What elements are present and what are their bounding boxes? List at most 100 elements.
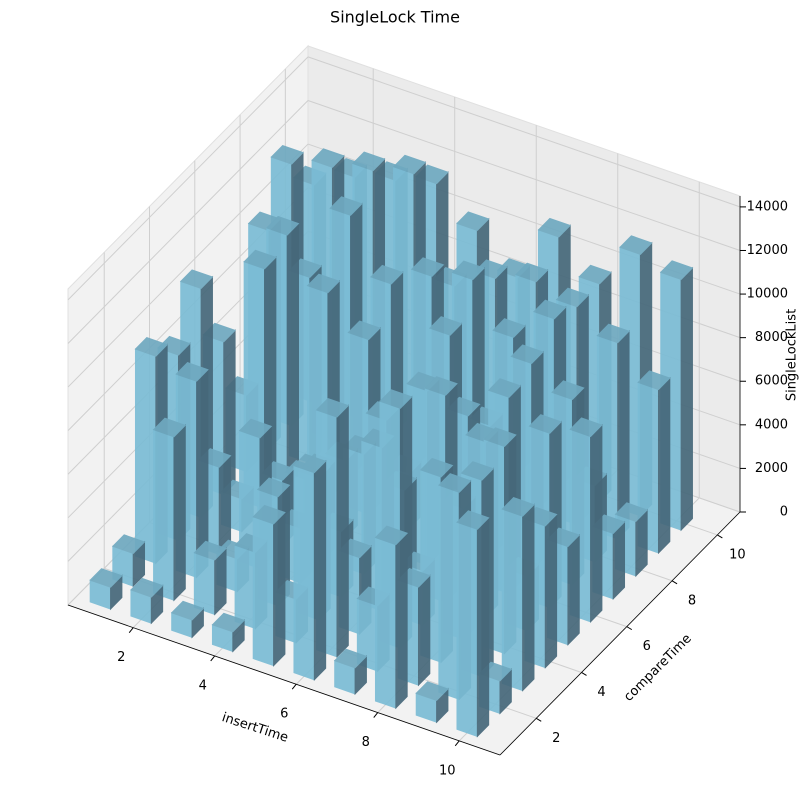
- bar-top: [315, 397, 350, 418]
- bar: [170, 600, 205, 639]
- bar: [211, 612, 246, 653]
- axis-line: [499, 511, 741, 756]
- bar-front: [293, 464, 315, 681]
- bar-side: [680, 266, 693, 532]
- bar-top: [501, 497, 535, 517]
- bar-side: [417, 574, 431, 687]
- bar-top: [175, 362, 209, 382]
- bar-top: [487, 378, 522, 398]
- bar: [152, 417, 187, 602]
- bar-side: [567, 533, 580, 646]
- bar: [111, 534, 146, 588]
- bar-top: [392, 154, 427, 175]
- bar-top: [270, 144, 304, 165]
- x-tick-label: 2: [117, 650, 125, 665]
- bar-front: [193, 552, 216, 616]
- bar: [415, 681, 449, 724]
- bar-top: [419, 457, 454, 478]
- bar-side: [612, 520, 626, 601]
- bar-front: [374, 536, 397, 709]
- z-tick-label: 6000: [755, 374, 788, 389]
- bar-side: [273, 511, 286, 667]
- bar-top: [551, 380, 585, 400]
- bar-top: [456, 510, 490, 530]
- z-tick-label: 8000: [755, 330, 788, 345]
- grid-line: [67, 100, 309, 344]
- z-tick-label: 14000: [747, 199, 788, 214]
- grid-line: [67, 56, 309, 301]
- bar-top: [374, 525, 409, 546]
- z-axis-label: SingleLockList: [785, 309, 800, 401]
- z-tick-label: 12000: [747, 243, 788, 258]
- x-tick: [373, 712, 379, 718]
- y-tick: [626, 626, 633, 631]
- bar-top: [238, 418, 273, 439]
- bar-top: [555, 287, 590, 308]
- bar-side: [657, 376, 671, 555]
- bar-side: [336, 404, 349, 659]
- bar: [130, 577, 164, 625]
- z-tick-label: 10000: [747, 287, 788, 302]
- bar-top: [483, 427, 517, 447]
- y-tick-label: 6: [643, 639, 651, 654]
- x-tick: [291, 683, 297, 690]
- bar-top: [415, 681, 449, 701]
- bar-top: [211, 612, 246, 633]
- y-tick: [717, 534, 723, 539]
- bar-top: [306, 273, 341, 294]
- bar: [333, 648, 368, 696]
- bar-top: [578, 264, 612, 285]
- bar-top: [256, 477, 291, 498]
- bar: [374, 525, 409, 710]
- bar-side: [476, 516, 490, 738]
- grid-line: [67, 143, 309, 388]
- bar: [252, 504, 286, 667]
- z-tick-label: 0: [780, 505, 788, 520]
- bar-top: [370, 264, 404, 285]
- x-tick: [454, 740, 460, 747]
- bar-top: [619, 235, 653, 255]
- bar-top: [492, 318, 526, 338]
- bar-top: [134, 337, 169, 357]
- y-tick-label: 2: [552, 731, 560, 746]
- bar-top: [130, 577, 164, 598]
- x-tick-label: 10: [439, 763, 456, 778]
- y-tick-label: 8: [688, 593, 696, 608]
- bar-front: [153, 429, 175, 601]
- bar-top: [514, 262, 549, 283]
- bar-top: [293, 453, 327, 474]
- chart-title: SingleLock Time: [330, 8, 460, 27]
- bar-front: [134, 348, 157, 564]
- bar-top: [637, 370, 671, 391]
- bar-top: [329, 196, 363, 216]
- y-axis-label: compareTime: [621, 631, 694, 704]
- bar-side: [544, 513, 558, 669]
- bar-top: [243, 249, 277, 270]
- y-tick-label: 10: [729, 547, 746, 562]
- bar-top: [170, 600, 205, 621]
- bar-side: [522, 503, 535, 692]
- bar-top: [252, 504, 286, 525]
- bar-top: [437, 473, 472, 493]
- bar-top: [410, 257, 445, 277]
- bar: [456, 510, 490, 738]
- bar-top: [347, 320, 381, 341]
- bar-front: [456, 521, 478, 738]
- bar-top: [596, 323, 630, 344]
- z-tick-label: 2000: [755, 461, 788, 476]
- bar-top: [451, 260, 486, 281]
- y-tick: [581, 672, 587, 676]
- y-tick: [535, 717, 542, 722]
- bar-top: [89, 568, 123, 588]
- bar-front: [438, 484, 460, 700]
- bar-side: [590, 423, 603, 623]
- x-tick-label: 6: [280, 707, 288, 722]
- bar-top: [424, 376, 458, 396]
- bar-top: [460, 461, 495, 481]
- grid-line: [307, 100, 741, 251]
- bar-side: [286, 222, 299, 487]
- bar-top: [533, 299, 567, 320]
- bar-top: [311, 148, 345, 168]
- bar-side: [395, 531, 408, 710]
- bar-side: [173, 424, 186, 602]
